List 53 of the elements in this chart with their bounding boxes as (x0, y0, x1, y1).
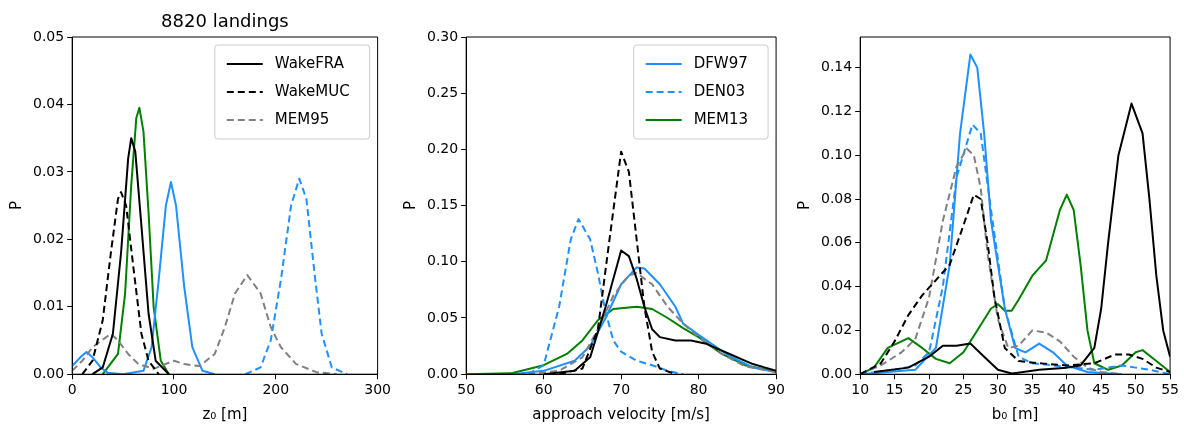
y-tick-label: 0.03 (33, 162, 65, 179)
y-tick-label: 0.01 (33, 297, 65, 314)
legend-label: WakeFRA (274, 53, 345, 72)
y-tick-label: 0.00 (33, 364, 65, 381)
x-axis-title: z₀ [m] (202, 404, 248, 423)
x-tick-label: 40 (1057, 381, 1076, 398)
y-tick-label: 0.10 (427, 252, 459, 269)
x-axis-title: b₀ [m] (991, 404, 1039, 423)
y-tick-label: 0.15 (427, 196, 459, 213)
x-tick-label: 15 (885, 381, 904, 398)
y-tick-label: 0.04 (33, 95, 65, 112)
x-tick-label: 60 (534, 381, 553, 398)
y-tick-label: 0.25 (427, 83, 459, 100)
x-tick-label: 90 (767, 381, 786, 398)
y-tick-label: 0.06 (821, 233, 853, 250)
y-tick-label: 0.12 (821, 102, 853, 119)
y-tick-label: 0.04 (821, 277, 853, 294)
x-tick-label: 50 (457, 381, 476, 398)
x-tick-label: 20 (920, 381, 938, 398)
x-tick-label: 0 (67, 381, 77, 398)
y-tick-label: 0.05 (427, 308, 459, 325)
x-tick-label: 300 (364, 381, 392, 398)
x-tick-label: 35 (1023, 381, 1042, 398)
legend-label: WakeMUC (274, 81, 350, 100)
x-tick-label: 80 (689, 381, 708, 398)
x-tick-label: 45 (1092, 381, 1111, 398)
legend-label: DFW97 (693, 53, 748, 72)
x-tick-label: 70 (612, 381, 631, 398)
y-tick-label: 0.30 (427, 27, 459, 44)
y-tick-label: 0.02 (821, 321, 853, 338)
legend-label: MEM95 (274, 109, 330, 128)
x-tick-label: 10 (851, 381, 870, 398)
y-tick-label: 0.10 (821, 145, 853, 162)
y-tick-label: 0.14 (821, 58, 853, 75)
x-tick-label: 25 (954, 381, 973, 398)
legend-label: DEN03 (693, 81, 745, 100)
y-tick-label: 0.00 (427, 364, 459, 381)
x-tick-label: 30 (989, 381, 1007, 398)
y-tick-label: 0.00 (821, 364, 853, 381)
y-tick-label: 0.20 (427, 140, 459, 157)
x-tick-label: 50 (1126, 381, 1145, 398)
y-tick-label: 0.08 (821, 189, 853, 206)
chart-title: 8820 landings (161, 9, 289, 31)
x-axis-title: approach velocity [m/s] (532, 404, 710, 423)
y-axis-title: P (400, 201, 419, 211)
x-tick-label: 200 (262, 381, 290, 398)
y-tick-label: 0.05 (33, 27, 65, 44)
y-tick-label: 0.02 (33, 229, 65, 246)
y-axis-title: P (794, 201, 813, 211)
x-tick-label: 55 (1161, 381, 1180, 398)
x-tick-label: 100 (160, 381, 188, 398)
legend-label: MEM13 (693, 109, 749, 128)
y-axis-title: P (6, 201, 25, 211)
